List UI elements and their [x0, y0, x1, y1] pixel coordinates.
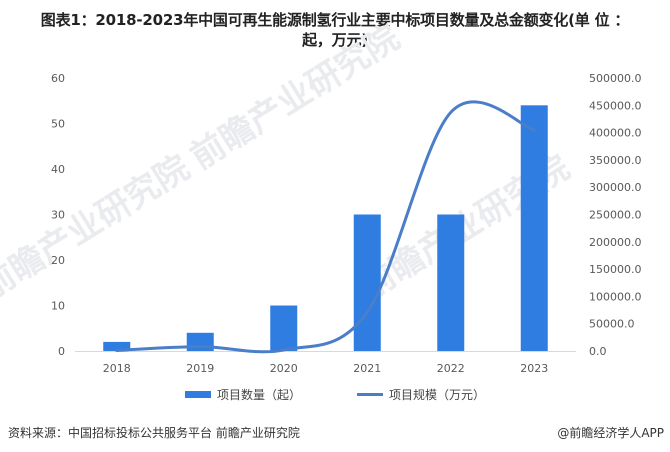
bar[interactable] — [520, 105, 548, 351]
legend-label-scale: 项目规模（万元） — [389, 388, 486, 402]
left-tick-label: 0 — [58, 345, 65, 358]
right-tick-label: 150000.0 — [589, 263, 642, 276]
right-axis: 0.0 50000.0 100000.0 150000.0 200000.0 250000… — [589, 72, 642, 358]
right-tick-label: 400000.0 — [589, 127, 642, 140]
right-tick-label: 0.0 — [589, 345, 607, 358]
x-axis: 2018 2019 2020 2021 2022 2023 — [103, 362, 549, 375]
right-tick-label: 250000.0 — [589, 209, 642, 222]
x-tick-label: 2019 — [186, 362, 214, 375]
legend: 项目数量（起） 项目规模（万元） — [0, 386, 670, 403]
right-tick-label: 200000.0 — [589, 236, 642, 249]
x-tick-label: 2023 — [520, 362, 548, 375]
x-tick-label: 2018 — [103, 362, 131, 375]
bar[interactable] — [437, 214, 465, 352]
bar[interactable] — [353, 214, 381, 352]
left-tick-label: 10 — [51, 300, 65, 313]
left-tick-label: 50 — [51, 118, 65, 131]
right-tick-label: 500000.0 — [589, 72, 642, 85]
x-tick-label: 2021 — [353, 362, 381, 375]
left-tick-label: 20 — [51, 254, 65, 267]
watermark-text: 前瞻产业研究院 — [0, 148, 197, 308]
chart-title-line2: 起，万元) — [302, 31, 368, 49]
right-tick-label: 450000.0 — [589, 99, 642, 112]
right-tick-label: 300000.0 — [589, 181, 642, 194]
brand-credit: @前瞻经济学人APP — [557, 426, 664, 440]
bar[interactable] — [103, 341, 131, 351]
left-tick-label: 60 — [51, 72, 65, 85]
line-series — [115, 100, 536, 354]
legend-label-count: 项目数量（起） — [216, 388, 301, 402]
source-note: 资料来源：中国招标投标公共服务平台 前瞻产业研究院 — [8, 426, 300, 440]
right-tick-label: 50000.0 — [589, 318, 635, 331]
bar[interactable] — [270, 305, 298, 352]
legend-item-count[interactable]: 项目数量（起） — [184, 386, 301, 403]
right-tick-label: 350000.0 — [589, 154, 642, 167]
right-tick-label: 100000.0 — [589, 290, 642, 303]
legend-item-scale[interactable]: 项目规模（万元） — [357, 386, 485, 403]
line-swatch-icon — [357, 393, 383, 396]
x-tick-label: 2020 — [270, 362, 298, 375]
chart-title: 图表1：2018-2023年中国可再生能源制氢行业主要中标项目数量及总金额变化(… — [0, 10, 670, 50]
watermark-text: 前瞻产业研究院 — [184, 18, 407, 178]
bar-series — [103, 105, 548, 351]
left-tick-label: 40 — [51, 163, 65, 176]
left-tick-label: 30 — [51, 209, 65, 222]
x-tick-label: 2022 — [437, 362, 465, 375]
left-axis: 0 10 20 30 40 50 60 — [51, 72, 65, 358]
bar-swatch-icon — [184, 391, 211, 398]
chart-title-line1: 图表1：2018-2023年中国可再生能源制氢行业主要中标项目数量及总金额变化(… — [40, 11, 630, 29]
